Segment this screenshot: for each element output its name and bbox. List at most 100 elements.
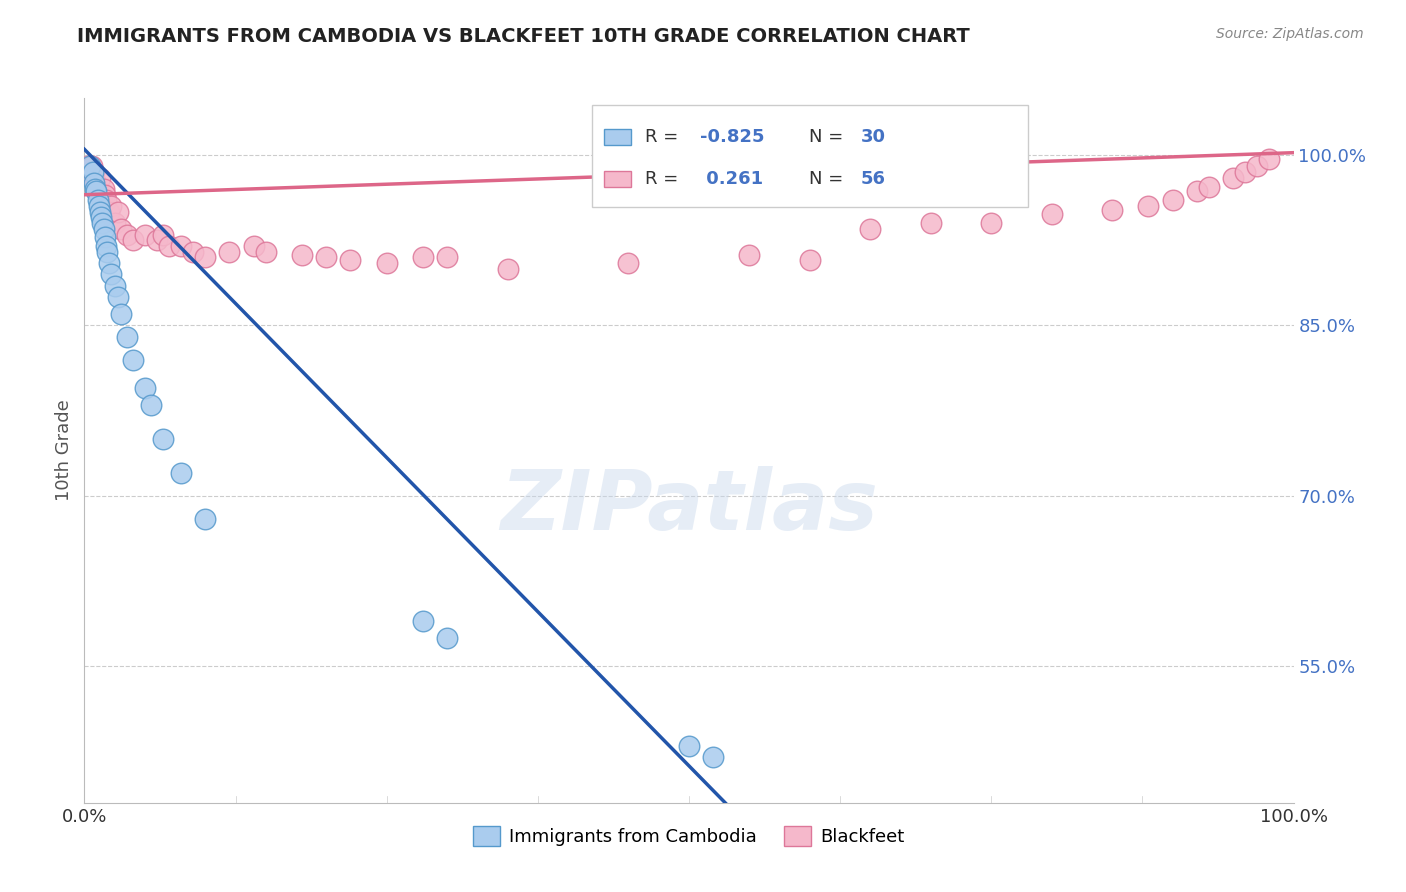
FancyBboxPatch shape: [605, 171, 631, 187]
Point: [77, 159, 100, 173]
Point: [79, 165, 101, 179]
Point: [87, 199, 110, 213]
Point: [436, 250, 458, 264]
Point: [84, 177, 107, 191]
Point: [1234, 165, 1257, 179]
Point: [738, 248, 761, 262]
Point: [152, 227, 174, 242]
Point: [146, 233, 169, 247]
Legend: Immigrants from Cambodia, Blackfeet: Immigrants from Cambodia, Blackfeet: [465, 818, 912, 854]
Point: [242, 239, 264, 253]
Point: [79, 159, 101, 173]
Point: [90, 211, 112, 225]
Point: [121, 233, 143, 247]
Point: [218, 244, 240, 259]
Text: ZIPatlas: ZIPatlas: [501, 467, 877, 548]
Point: [93, 182, 115, 196]
Text: Source: ZipAtlas.com: Source: ZipAtlas.com: [1216, 27, 1364, 41]
Point: [702, 750, 724, 764]
Point: [82, 165, 104, 179]
Point: [496, 261, 519, 276]
Point: [194, 250, 217, 264]
Point: [86, 177, 108, 191]
Point: [97, 204, 120, 219]
Text: N =: N =: [808, 128, 849, 146]
Point: [1222, 170, 1244, 185]
Point: [86, 182, 108, 196]
Y-axis label: 10th Grade: 10th Grade: [55, 400, 73, 501]
Point: [91, 216, 114, 230]
Point: [84, 182, 107, 196]
Point: [100, 268, 122, 282]
Point: [152, 432, 174, 446]
Point: [170, 466, 193, 480]
Point: [920, 216, 942, 230]
Point: [115, 330, 138, 344]
Point: [80, 159, 103, 173]
Point: [678, 739, 700, 753]
Text: 0.261: 0.261: [700, 170, 763, 188]
FancyBboxPatch shape: [605, 129, 631, 145]
Text: 56: 56: [860, 170, 886, 188]
Point: [315, 250, 337, 264]
Point: [1101, 202, 1123, 217]
Text: 30: 30: [860, 128, 886, 146]
Point: [375, 256, 398, 270]
Point: [91, 194, 114, 208]
Point: [859, 222, 882, 236]
Point: [93, 222, 115, 236]
Point: [1258, 153, 1281, 167]
Point: [83, 165, 105, 179]
Point: [139, 398, 162, 412]
Text: IMMIGRANTS FROM CAMBODIA VS BLACKFEET 10TH GRADE CORRELATION CHART: IMMIGRANTS FROM CAMBODIA VS BLACKFEET 10…: [77, 27, 970, 45]
Point: [1246, 159, 1268, 173]
Point: [134, 227, 156, 242]
Point: [90, 187, 112, 202]
Point: [94, 194, 117, 208]
Text: -0.825: -0.825: [700, 128, 765, 146]
Point: [1198, 179, 1220, 194]
Text: R =: R =: [645, 170, 685, 188]
Point: [134, 381, 156, 395]
Point: [254, 244, 277, 259]
Point: [1161, 194, 1184, 208]
Point: [94, 187, 117, 202]
Point: [107, 204, 129, 219]
Point: [94, 229, 117, 244]
Point: [181, 244, 204, 259]
Text: R =: R =: [645, 128, 685, 146]
Point: [115, 227, 138, 242]
Point: [1185, 184, 1208, 198]
Point: [97, 256, 120, 270]
Point: [77, 165, 100, 179]
Point: [170, 239, 193, 253]
Point: [1137, 199, 1160, 213]
Point: [86, 194, 108, 208]
Point: [339, 252, 361, 267]
Point: [157, 239, 180, 253]
Point: [94, 239, 117, 253]
Point: [799, 252, 821, 267]
Point: [412, 614, 434, 628]
Point: [194, 511, 217, 525]
Point: [104, 278, 127, 293]
Point: [89, 204, 111, 219]
Point: [87, 184, 110, 198]
Point: [86, 184, 108, 198]
Point: [412, 250, 434, 264]
Point: [100, 199, 122, 213]
Point: [82, 170, 104, 185]
Point: [83, 177, 105, 191]
Point: [121, 352, 143, 367]
Point: [104, 216, 127, 230]
Point: [110, 222, 132, 236]
FancyBboxPatch shape: [592, 105, 1028, 207]
Text: N =: N =: [808, 170, 849, 188]
Point: [617, 256, 640, 270]
Point: [89, 170, 111, 185]
Point: [107, 290, 129, 304]
Point: [1040, 207, 1063, 221]
Point: [436, 631, 458, 645]
Point: [980, 216, 1002, 230]
Point: [96, 244, 118, 259]
